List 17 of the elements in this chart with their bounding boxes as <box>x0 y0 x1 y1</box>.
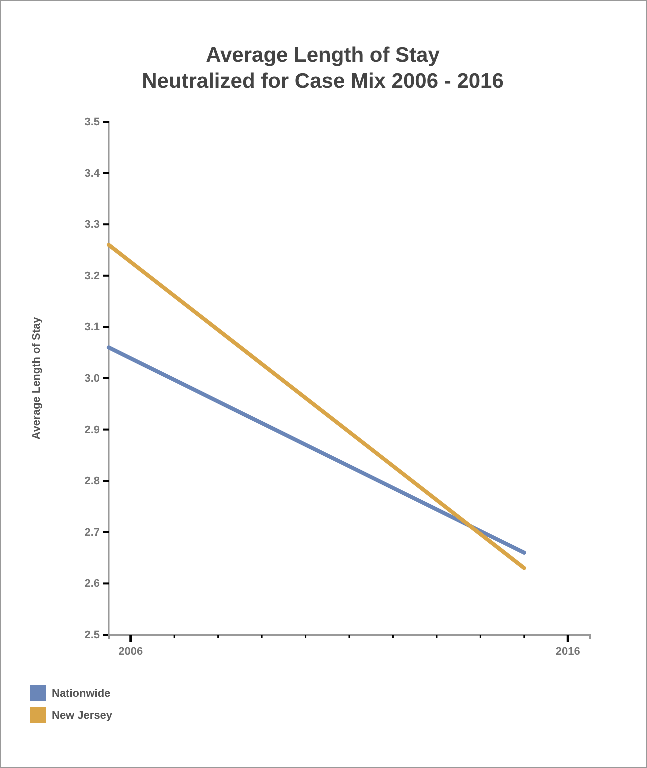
y-tick-label: 3.5 <box>84 116 100 129</box>
y-tick-label: 3.4 <box>84 168 101 180</box>
y-tick-label: 3.0 <box>84 373 100 386</box>
y-axis-title: Average Length of Stay <box>31 316 43 440</box>
legend-label: Nationwide <box>52 688 111 700</box>
y-tick-label: 2.9 <box>84 424 100 436</box>
y-tick-label: 2.7 <box>84 526 100 539</box>
y-tick-label: 2.6 <box>84 578 100 590</box>
chart-title: Average Length of Stay Neutralized for Case Mix 2006 - 2016 <box>142 44 504 93</box>
y-tick-label: 3.3 <box>84 219 100 232</box>
y-tick-label: 2.5 <box>84 630 100 642</box>
legend-label: New Jersey <box>52 710 114 722</box>
x-tick-label: 2006 <box>118 646 144 658</box>
y-tick-label: 2.8 <box>84 476 100 488</box>
y-tick-label: 3.1 <box>84 322 100 334</box>
y-tick-label: 3.2 <box>84 270 100 282</box>
x-tick-label: 2016 <box>556 646 580 658</box>
